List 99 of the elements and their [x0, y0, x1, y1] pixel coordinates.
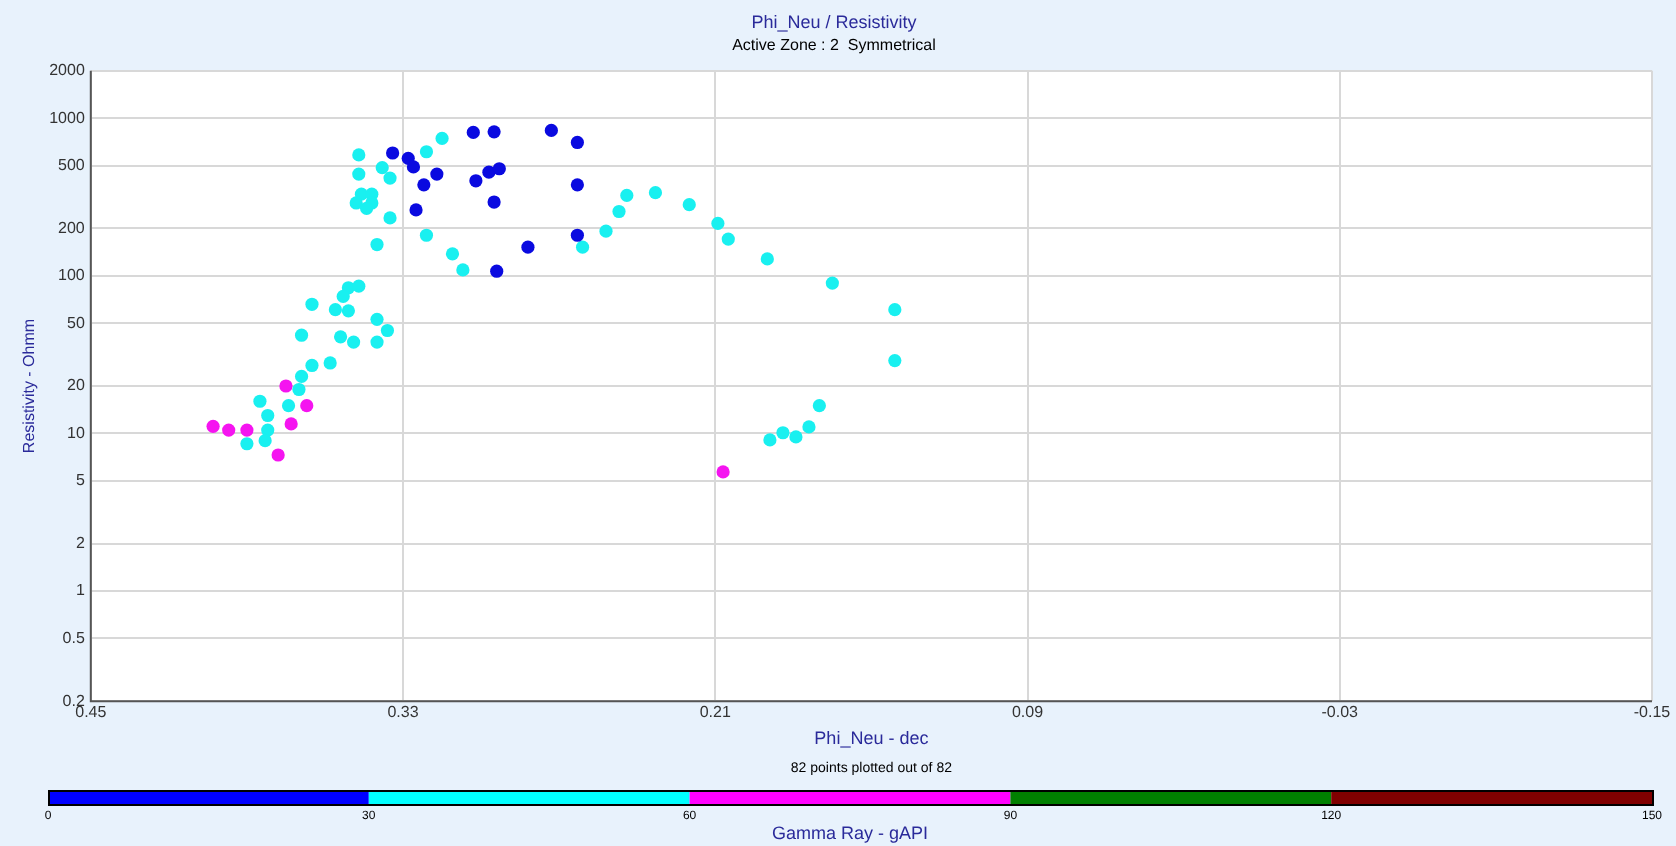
point — [383, 171, 397, 185]
y-tick-label: 200 — [58, 218, 86, 237]
point — [456, 263, 470, 277]
point — [352, 279, 366, 293]
point — [760, 252, 774, 266]
x-tick-label: 0.21 — [699, 703, 732, 722]
x-tick-label: 0.45 — [75, 703, 108, 722]
point — [888, 353, 902, 368]
point — [789, 430, 803, 444]
point — [261, 423, 275, 437]
point — [370, 335, 384, 349]
y-tick-label: 2000 — [49, 61, 86, 80]
point — [469, 174, 483, 188]
point — [284, 417, 298, 431]
point — [352, 148, 366, 162]
point — [305, 358, 319, 373]
point — [648, 186, 663, 200]
point — [776, 426, 790, 440]
point — [240, 437, 254, 451]
point — [258, 434, 272, 448]
point — [294, 328, 309, 342]
point — [570, 228, 584, 242]
point — [620, 188, 634, 202]
point — [825, 276, 839, 290]
point — [612, 204, 626, 219]
point — [328, 303, 342, 317]
point — [370, 237, 384, 252]
y-tick-label: 10 — [66, 423, 86, 442]
point — [406, 160, 421, 174]
y-tick-label: 500 — [58, 156, 86, 175]
point — [417, 178, 431, 192]
y-tick-label: 2 — [75, 534, 86, 553]
point — [802, 420, 816, 434]
point — [721, 232, 735, 246]
point — [599, 224, 613, 238]
y-tick-label: 1000 — [49, 108, 86, 127]
point — [336, 289, 350, 304]
point — [360, 201, 374, 215]
chart-subtitle: Active Zone : 2 Symmetrical — [732, 35, 937, 54]
point — [341, 304, 355, 318]
y-axis-title: Resistivity - Ohmm — [20, 318, 39, 454]
point — [570, 178, 584, 192]
point — [271, 448, 285, 462]
x-tick-label: -0.03 — [1321, 703, 1360, 722]
point — [682, 198, 696, 212]
point — [521, 240, 535, 254]
x-tick-label: -0.15 — [1633, 703, 1672, 722]
point — [383, 211, 397, 225]
point — [292, 382, 306, 397]
point — [570, 135, 584, 150]
point — [370, 312, 384, 326]
point — [435, 131, 449, 145]
x-tick-label: 0.33 — [387, 703, 420, 722]
point — [333, 330, 348, 344]
point — [888, 303, 902, 317]
chart-title: Phi_Neu / Resistivity — [751, 11, 918, 32]
point — [487, 125, 501, 139]
point — [222, 423, 236, 437]
y-tick-label: 0.5 — [62, 628, 86, 647]
point — [711, 216, 725, 231]
point — [294, 369, 309, 384]
point — [812, 399, 826, 413]
point — [419, 228, 434, 242]
point — [716, 465, 730, 479]
point — [300, 399, 314, 413]
y-tick-label: 50 — [66, 313, 86, 332]
point — [380, 323, 395, 338]
point — [349, 196, 363, 210]
point — [279, 379, 293, 393]
y-tick-label: 20 — [66, 376, 86, 395]
point — [323, 356, 337, 370]
point — [409, 203, 423, 217]
point — [253, 394, 267, 408]
point — [487, 195, 501, 209]
y-tick-label: 100 — [58, 266, 86, 285]
y-tick-label: 5 — [75, 471, 86, 490]
point — [352, 167, 366, 181]
y-tick-label: 1 — [75, 581, 86, 600]
point — [281, 399, 296, 413]
point — [206, 419, 220, 433]
point — [375, 161, 389, 175]
point — [419, 145, 434, 159]
point — [261, 408, 275, 423]
x-axis-title: Phi_Neu - dec — [814, 728, 930, 749]
x-tick-label: 0.09 — [1011, 703, 1045, 722]
point — [445, 247, 460, 261]
point — [347, 335, 361, 349]
point — [575, 240, 590, 254]
color-bar-title: Gamma Ray - gAPI — [771, 822, 929, 843]
point — [240, 423, 254, 437]
point — [482, 165, 496, 179]
point — [305, 297, 319, 311]
point — [386, 146, 400, 160]
point — [466, 125, 480, 140]
point — [763, 433, 777, 447]
point — [490, 264, 504, 278]
point — [430, 167, 444, 181]
point — [492, 162, 506, 176]
point — [544, 123, 558, 138]
